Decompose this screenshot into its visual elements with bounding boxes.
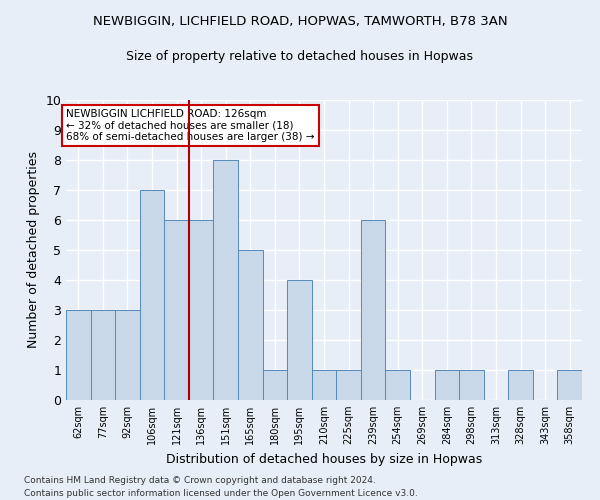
Bar [336, 370, 361, 400]
Bar [164, 220, 189, 400]
X-axis label: Distribution of detached houses by size in Hopwas: Distribution of detached houses by size … [166, 452, 482, 466]
Bar [385, 370, 410, 400]
Bar [66, 310, 91, 400]
Bar [189, 220, 214, 400]
Text: NEWBIGGIN, LICHFIELD ROAD, HOPWAS, TAMWORTH, B78 3AN: NEWBIGGIN, LICHFIELD ROAD, HOPWAS, TAMWO… [92, 15, 508, 28]
Bar [263, 370, 287, 400]
Bar [238, 250, 263, 400]
Bar [459, 370, 484, 400]
Bar [214, 160, 238, 400]
Bar [140, 190, 164, 400]
Bar [361, 220, 385, 400]
Text: NEWBIGGIN LICHFIELD ROAD: 126sqm
← 32% of detached houses are smaller (18)
68% o: NEWBIGGIN LICHFIELD ROAD: 126sqm ← 32% o… [66, 109, 314, 142]
Text: Contains public sector information licensed under the Open Government Licence v3: Contains public sector information licen… [24, 488, 418, 498]
Text: Contains HM Land Registry data © Crown copyright and database right 2024.: Contains HM Land Registry data © Crown c… [24, 476, 376, 485]
Text: Size of property relative to detached houses in Hopwas: Size of property relative to detached ho… [127, 50, 473, 63]
Y-axis label: Number of detached properties: Number of detached properties [27, 152, 40, 348]
Bar [115, 310, 140, 400]
Bar [312, 370, 336, 400]
Bar [557, 370, 582, 400]
Bar [287, 280, 312, 400]
Bar [508, 370, 533, 400]
Bar [91, 310, 115, 400]
Bar [434, 370, 459, 400]
